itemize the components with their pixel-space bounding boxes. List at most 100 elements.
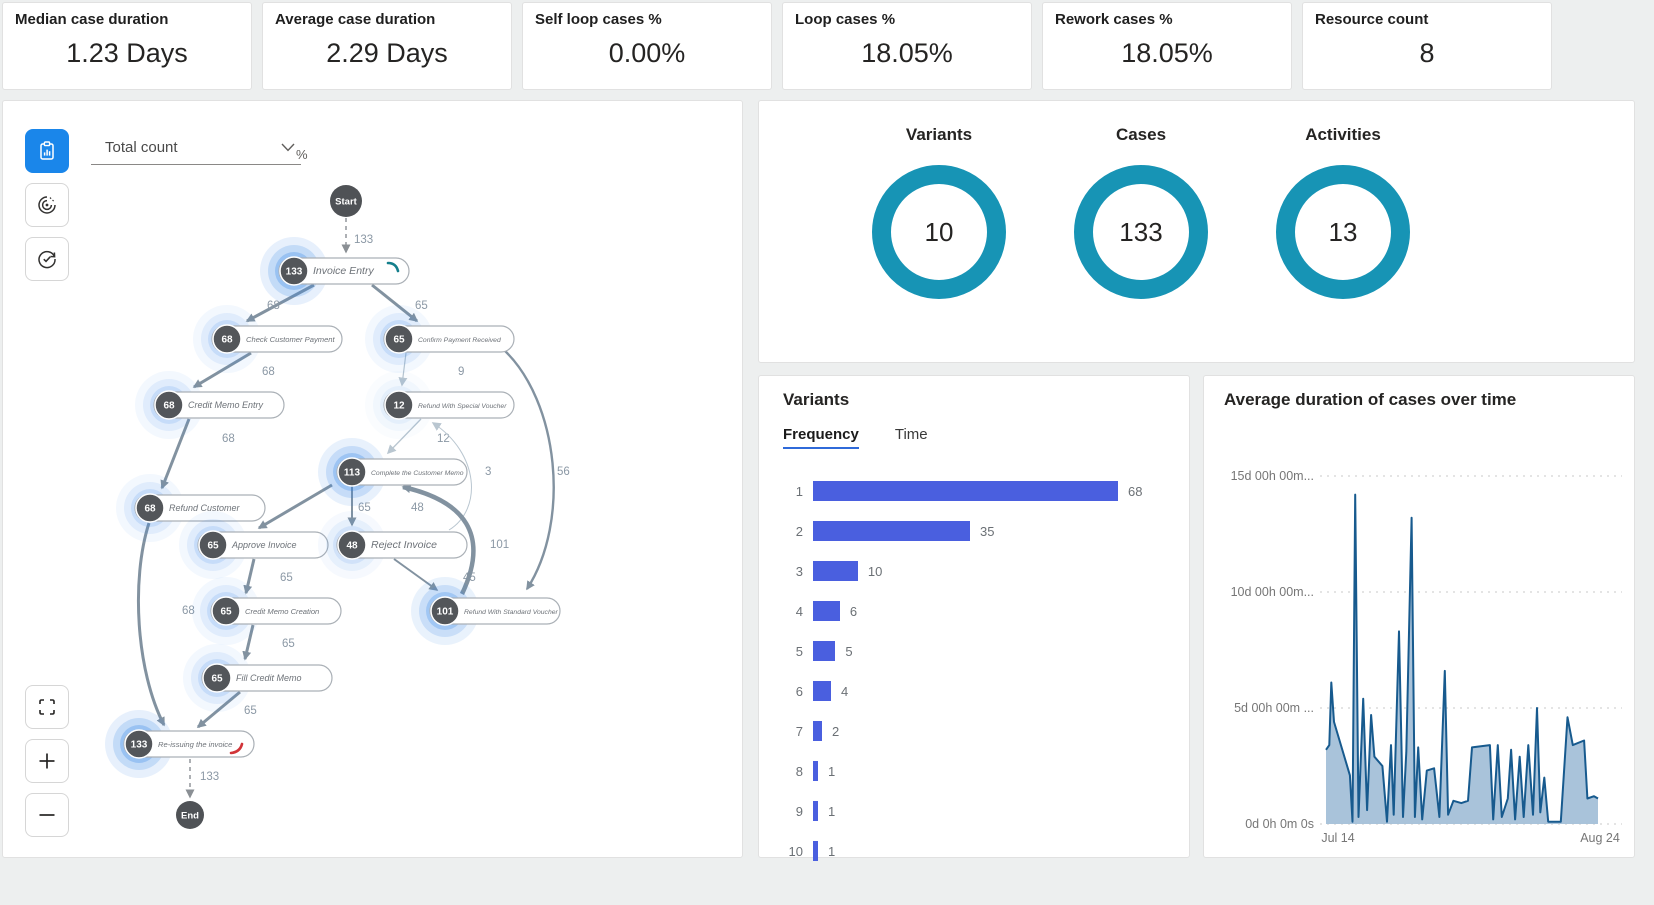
map-node-reject-invoice[interactable]: 48 Reject Invoice <box>318 511 468 579</box>
zoom-in-button[interactable] <box>25 739 69 783</box>
svg-text:68: 68 <box>144 504 156 515</box>
map-edge-credit-memo-creation-to-fill-credit-memo[interactable]: 65 <box>242 624 295 661</box>
map-node-label: Confirm Payment Received <box>418 337 501 344</box>
map-edge-complete-the-customer-memo-to-approve-invoice[interactable]: 65 <box>257 483 371 530</box>
variant-bar[interactable] <box>813 801 818 821</box>
kpi-value: 8 <box>1419 38 1435 68</box>
map-node-start[interactable]: Start <box>330 185 362 217</box>
variant-bar[interactable] <box>813 481 1118 501</box>
variant-value: 6 <box>849 603 858 619</box>
variant-index: 10 <box>788 843 803 859</box>
variant-bar[interactable] <box>813 641 836 661</box>
svg-text:65: 65 <box>220 607 232 618</box>
variant-bar-row[interactable]: 3 10 <box>783 551 1189 591</box>
variant-value: 10 <box>867 563 883 579</box>
map-node-invoice-entry[interactable]: 133 Invoice Entry <box>260 237 410 305</box>
variant-value: 4 <box>840 683 849 699</box>
variant-bar[interactable] <box>813 561 858 581</box>
variant-value: 1 <box>828 763 836 779</box>
svg-text:68: 68 <box>163 401 175 412</box>
map-edge-complete-the-customer-memo-to-reject-invoice[interactable]: 48 <box>347 486 424 527</box>
duration-panel: Average duration of cases over time 15d … <box>1203 375 1635 858</box>
map-node-label: Fill Credit Memo <box>236 673 302 683</box>
kpi-card-self-loop-cases: Self loop cases % 0.00% <box>522 2 772 90</box>
summary-circles-panel: Variants 10 Cases 133 Activities 13 <box>758 100 1635 363</box>
map-edge-invoice-entry-to-confirm-payment-received[interactable]: 65 <box>371 283 428 323</box>
map-node-label: Credit Memo Entry <box>188 400 264 410</box>
map-edge-fill-credit-memo-to-re-issuing-the-invoice[interactable]: 65 <box>196 690 257 729</box>
map-edge-confirm-payment-received-to-refund-with-standard-voucher[interactable]: 56 <box>502 348 570 591</box>
map-edge-credit-memo-entry-to-refund-customer[interactable]: 68 <box>160 418 235 490</box>
map-node-credit-memo-creation[interactable]: 65 Credit Memo Creation <box>192 577 342 645</box>
metric-dropdown[interactable]: Total count <box>91 135 301 165</box>
map-edge-label: 68 <box>222 433 235 445</box>
map-edge-invoice-entry-to-check-customer-payment[interactable]: 68 <box>245 283 315 323</box>
variant-index: 8 <box>795 763 803 779</box>
variant-bar[interactable] <box>813 761 818 781</box>
kpi-card-resource-count: Resource count 8 <box>1302 2 1552 90</box>
map-edge-refund-with-standard-voucher-to-complete-the-customer-memo[interactable]: 101 <box>401 484 509 595</box>
kpi-label: Resource count <box>1315 11 1429 28</box>
highlight-button[interactable] <box>25 183 69 227</box>
kpi-card-average-case-duration: Average case duration 2.29 Days <box>262 2 512 90</box>
svg-text:65: 65 <box>211 674 223 685</box>
map-edge-start-to-invoice-entry[interactable]: 133 <box>341 218 373 254</box>
variant-bar[interactable] <box>813 601 840 621</box>
map-edge-refund-with-special-voucher-to-complete-the-customer-memo[interactable]: 12 <box>386 418 450 455</box>
map-edge-label: 9 <box>458 366 464 378</box>
map-view-button[interactable] <box>25 129 69 173</box>
map-node-label: Reject Invoice <box>371 539 437 551</box>
map-node-end[interactable]: End <box>176 801 204 829</box>
map-node-fill-credit-memo[interactable]: 65 Fill Credit Memo <box>183 644 333 712</box>
variant-index: 3 <box>795 563 803 579</box>
variant-bar[interactable] <box>813 721 822 741</box>
variant-bar[interactable] <box>813 681 831 701</box>
svg-text:48: 48 <box>346 541 358 552</box>
variant-bar-row[interactable]: 10 1 <box>783 831 1189 871</box>
variants-circle-label: Variants <box>905 125 973 144</box>
map-edge-re-issuing-the-invoice-to-end[interactable]: 133 <box>185 759 219 799</box>
tab-time[interactable]: Time <box>894 426 928 443</box>
map-edge-label: 101 <box>490 539 509 551</box>
fit-screen-button[interactable] <box>25 685 69 729</box>
kpi-label: Median case duration <box>15 11 169 28</box>
map-node-check-customer-payment[interactable]: 68 Check Customer Payment <box>193 305 343 373</box>
map-node-label: Refund With Standard Voucher <box>464 609 559 616</box>
map-node-label: Invoice Entry <box>313 265 374 277</box>
zoom-out-button[interactable] <box>25 793 69 837</box>
map-edge-reject-invoice-to-refund-with-special-voucher[interactable]: 3 <box>431 422 491 531</box>
map-node-refund-with-standard-voucher[interactable]: 101 Refund With Standard Voucher <box>411 577 561 645</box>
variants-panel-title: Variants <box>783 390 850 409</box>
svg-text:65: 65 <box>207 541 219 552</box>
variant-bar-row[interactable]: 2 35 <box>783 511 1189 551</box>
variant-bar[interactable] <box>813 841 818 861</box>
variant-value: 2 <box>831 723 840 739</box>
variant-bar-row[interactable]: 1 68 <box>783 471 1189 511</box>
map-node-credit-memo-entry[interactable]: 68 Credit Memo Entry <box>135 371 285 439</box>
map-edge-label: 68 <box>267 300 280 312</box>
map-node-refund-customer[interactable]: 68 Refund Customer <box>116 474 266 542</box>
chevron-down-icon <box>281 143 295 152</box>
map-node-refund-with-special-voucher[interactable]: 12 Refund With Special Voucher <box>365 371 515 439</box>
svg-text:End: End <box>181 811 199 822</box>
refresh-check-button[interactable] <box>25 237 69 281</box>
map-node-approve-invoice[interactable]: 65 Approve Invoice <box>179 511 329 579</box>
percent-toggle[interactable]: % <box>296 147 308 162</box>
map-edge-approve-invoice-to-credit-memo-creation[interactable]: 65 <box>243 558 293 595</box>
variant-bar[interactable] <box>813 521 970 541</box>
map-node-complete-the-customer-memo[interactable]: 113 Complete the Customer Memo <box>318 438 468 506</box>
map-edge-check-customer-payment-to-credit-memo-entry[interactable]: 68 <box>192 351 275 389</box>
map-node-re-issuing-the-invoice[interactable]: 133 Re-issuing the invoice <box>105 710 255 778</box>
activities-donut: 13 <box>1276 165 1410 299</box>
map-node-confirm-payment-received[interactable]: 65 Confirm Payment Received <box>365 305 515 373</box>
variants-panel: Variants Frequency Time 1 68 2 35 3 10 4 6 5 5 6 4 7… <box>758 375 1190 861</box>
map-edge-refund-customer-to-re-issuing-the-invoice[interactable]: 68 <box>136 522 195 727</box>
tab-frequency[interactable]: Frequency <box>783 426 859 449</box>
map-edge-confirm-payment-received-to-refund-with-special-voucher[interactable]: 9 <box>398 352 464 387</box>
